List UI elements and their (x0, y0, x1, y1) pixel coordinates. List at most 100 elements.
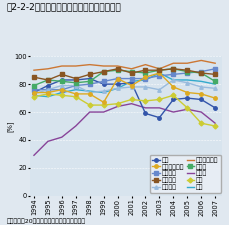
スペイン (186, 69, 189, 72)
フィンランド (46, 68, 49, 70)
スペイン (200, 72, 203, 74)
中国 (130, 80, 133, 83)
日本 (88, 77, 91, 80)
インド (60, 136, 63, 139)
中国 (116, 87, 119, 90)
アメリカ (33, 88, 35, 91)
日本 (144, 112, 147, 115)
インド (144, 106, 147, 109)
中国 (172, 79, 175, 81)
ドイツ (74, 81, 77, 84)
日本 (46, 84, 49, 87)
日本 (186, 97, 189, 99)
日本 (116, 83, 119, 86)
フィンランド (102, 65, 105, 67)
アメリカ (158, 74, 161, 77)
Line: フィンランド: フィンランド (34, 61, 215, 70)
フランス (46, 88, 49, 91)
アメリカ (186, 72, 189, 74)
Y-axis label: [%]: [%] (6, 120, 13, 132)
Line: フランス: フランス (32, 78, 217, 96)
スペイン (214, 73, 217, 76)
インド (186, 108, 189, 111)
中国 (74, 88, 77, 91)
中国 (158, 72, 161, 74)
フランス (130, 86, 133, 88)
スペイン (116, 68, 119, 70)
スウェーデン (200, 92, 203, 95)
スペイン (158, 69, 161, 72)
スペイン (88, 73, 91, 76)
フィンランド (214, 62, 217, 65)
スペイン (74, 77, 77, 80)
スペイン (144, 69, 147, 72)
スウェーデン (172, 86, 175, 88)
英国 (116, 102, 119, 105)
日本 (102, 83, 105, 86)
フランス (186, 81, 189, 84)
英国 (74, 95, 77, 98)
インド (46, 140, 49, 143)
Line: 英国: 英国 (32, 92, 217, 128)
アメリカ (130, 77, 133, 80)
インド (172, 111, 175, 113)
フランス (116, 87, 119, 90)
フランス (158, 88, 161, 91)
日本 (158, 116, 161, 119)
インド (88, 111, 91, 113)
フィンランド (74, 65, 77, 67)
Line: アメリカ: アメリカ (32, 67, 217, 92)
英国 (214, 125, 217, 127)
ドイツ (158, 69, 161, 72)
英国 (172, 94, 175, 97)
英国 (130, 98, 133, 101)
フランス (60, 84, 63, 87)
フランス (144, 86, 147, 88)
アメリカ (60, 88, 63, 91)
英国 (88, 104, 91, 106)
Text: 図2-2-2　各国の原子力発電所の設備利用率: 図2-2-2 各国の原子力発電所の設備利用率 (7, 2, 122, 11)
フィンランド (200, 59, 203, 62)
ドイツ (102, 70, 105, 73)
フランス (74, 84, 77, 87)
ドイツ (186, 70, 189, 73)
フランス (172, 79, 175, 81)
フィンランド (158, 68, 161, 70)
インド (130, 102, 133, 105)
英国 (186, 106, 189, 109)
フィンランド (88, 63, 91, 66)
ドイツ (214, 80, 217, 83)
スペイン (172, 68, 175, 70)
ドイツ (200, 72, 203, 74)
Line: ドイツ: ドイツ (32, 67, 217, 87)
中国 (200, 80, 203, 83)
英国 (158, 98, 161, 101)
スウェーデン (102, 101, 105, 104)
アメリカ (74, 84, 77, 87)
ドイツ (88, 80, 91, 83)
スウェーデン (130, 84, 133, 87)
スウェーデン (88, 92, 91, 95)
スウェーデン (144, 76, 147, 79)
Line: スウェーデン: スウェーデン (32, 71, 217, 104)
アメリカ (172, 73, 175, 76)
スウェーデン (214, 97, 217, 99)
インド (158, 106, 161, 109)
Line: インド: インド (34, 104, 215, 155)
スペイン (102, 70, 105, 73)
アメリカ (88, 83, 91, 86)
Line: 日本: 日本 (32, 77, 217, 119)
中国 (214, 83, 217, 86)
スウェーデン (33, 91, 35, 94)
インド (74, 125, 77, 127)
スペイン (46, 79, 49, 81)
ドイツ (46, 79, 49, 81)
フィンランド (33, 69, 35, 72)
フランス (102, 90, 105, 92)
インド (102, 111, 105, 113)
Line: スペイン: スペイン (32, 67, 217, 82)
中国 (102, 91, 105, 94)
中国 (33, 94, 35, 97)
スウェーデン (158, 72, 161, 74)
インド (200, 111, 203, 113)
